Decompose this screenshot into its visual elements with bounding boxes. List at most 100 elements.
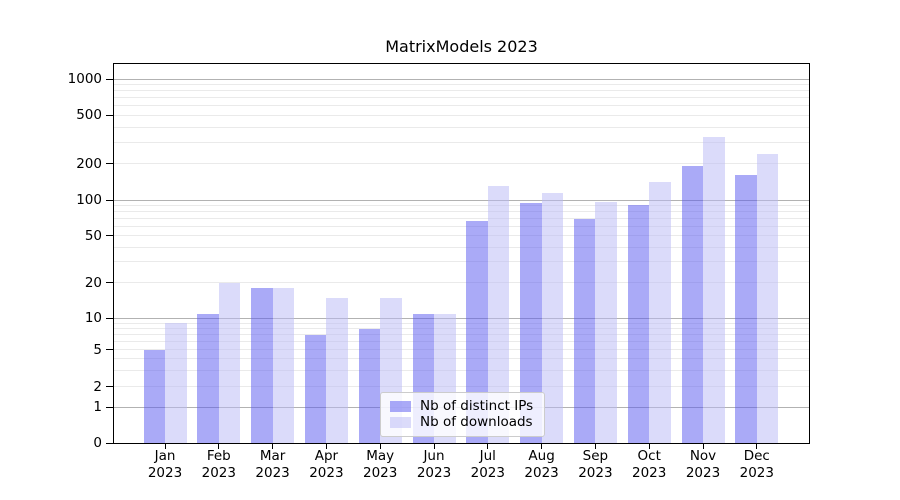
x-tick-year: 2023 <box>147 464 183 481</box>
legend: Nb of distinct IPs Nb of downloads <box>380 392 545 437</box>
x-tick-mark <box>272 444 274 449</box>
bar-nb-of-distinct-ips-nov <box>681 165 703 443</box>
x-tick-mark <box>756 444 758 449</box>
x-tick-year: 2023 <box>416 464 452 481</box>
y-tick-mark <box>106 282 113 284</box>
x-tick-month: Feb <box>206 448 231 464</box>
gridline-minor <box>114 334 809 336</box>
chart-title: MatrixModels 2023 <box>385 37 538 56</box>
gridline-minor <box>114 341 809 343</box>
x-tick-month: Jan <box>154 448 176 464</box>
gridline-major <box>114 78 809 80</box>
gridline-minor <box>114 235 809 237</box>
y-tick-mark <box>106 406 113 408</box>
x-tick-year: 2023 <box>201 464 236 481</box>
bar-nb-of-distinct-ips-dec <box>735 175 757 443</box>
bar-nb-of-distinct-ips-aug <box>520 203 542 443</box>
y-tick-label: 50 <box>84 227 102 244</box>
bar-nb-of-distinct-ips-apr <box>304 334 327 443</box>
y-tick-mark <box>106 114 113 116</box>
x-tick-month: Jul <box>479 448 496 464</box>
bar-nb-of-downloads-dec <box>756 154 779 443</box>
bar-nb-of-downloads-feb <box>218 282 241 443</box>
y-tick-label: 5 <box>93 341 102 358</box>
x-tick-mark <box>379 444 381 449</box>
gridline-minor <box>114 141 809 143</box>
gridline-minor <box>114 386 809 388</box>
x-tick-mark <box>218 444 220 449</box>
bar-nb-of-downloads-nov <box>703 137 725 443</box>
gridline-minor <box>114 126 809 128</box>
legend-label: Nb of downloads <box>420 414 533 430</box>
x-tick-label: Oct 2023 <box>617 448 681 481</box>
x-tick-mark <box>648 444 650 449</box>
gridline-minor <box>114 97 809 99</box>
gridline-minor <box>114 282 809 284</box>
gridline-minor <box>114 369 809 371</box>
x-tick-label: Nov 2023 <box>671 448 735 481</box>
x-tick-month: Mar <box>259 448 286 464</box>
y-tick-mark <box>106 235 113 237</box>
x-tick-year: 2023 <box>739 464 774 481</box>
x-tick-month: Apr <box>314 448 339 464</box>
gridline-minor <box>114 328 809 330</box>
x-tick-label: Sep 2023 <box>563 448 627 481</box>
x-tick-month: Sep <box>582 448 609 464</box>
bar-nb-of-downloads-aug <box>541 192 564 443</box>
bar-nb-of-distinct-ips-jan <box>143 350 165 443</box>
bar-nb-of-distinct-ips-may <box>358 328 381 443</box>
x-tick-label: Mar 2023 <box>241 448 305 481</box>
x-tick-year: 2023 <box>309 464 344 481</box>
x-tick-mark <box>164 444 166 449</box>
plot-area <box>113 63 810 444</box>
gridline-minor <box>114 217 809 219</box>
legend-label: Nb of distinct IPs <box>420 398 534 414</box>
gridline-major <box>114 199 809 201</box>
y-tick-label: 0 <box>93 435 102 451</box>
y-tick-label: 100 <box>76 192 102 209</box>
legend-item: Nb of downloads <box>390 415 535 430</box>
gridline-minor <box>114 114 809 116</box>
bar-nb-of-distinct-ips-sep <box>573 219 596 443</box>
gridline-minor <box>114 322 809 324</box>
bar-nb-of-downloads-sep <box>595 201 617 443</box>
bar-nb-of-downloads-mar <box>272 288 295 443</box>
bar-nb-of-downloads-apr <box>326 297 348 443</box>
gridline-minor <box>114 204 809 206</box>
gridline-minor <box>114 211 809 212</box>
y-tick-mark <box>106 317 113 319</box>
x-tick-label: Jul 2023 <box>456 448 520 481</box>
x-tick-mark <box>702 444 704 449</box>
y-tick-label: 1000 <box>67 71 102 87</box>
x-tick-mark <box>594 444 596 449</box>
x-tick-mark <box>325 444 327 449</box>
x-tick-label: Apr 2023 <box>294 448 358 481</box>
y-tick-label: 1 <box>93 399 102 416</box>
gridline-minor <box>114 261 809 263</box>
x-tick-year: 2023 <box>685 464 721 481</box>
y-tick-label: 20 <box>84 274 102 291</box>
y-tick-label: 200 <box>76 155 102 172</box>
x-tick-month: Nov <box>689 448 717 464</box>
bar-nb-of-distinct-ips-jul <box>466 220 488 443</box>
x-tick-mark <box>541 444 543 449</box>
x-tick-year: 2023 <box>632 464 667 481</box>
x-tick-month: Aug <box>528 448 555 464</box>
x-tick-mark <box>433 444 435 449</box>
x-tick-label: May 2023 <box>348 448 412 481</box>
x-tick-label: Dec 2023 <box>725 448 789 481</box>
gridline-minor <box>114 358 809 360</box>
x-tick-mark <box>487 444 489 449</box>
bar-nb-of-downloads-jul <box>487 185 510 443</box>
x-tick-month: Dec <box>743 448 770 464</box>
y-tick-mark <box>106 442 113 444</box>
y-tick-mark <box>106 386 113 388</box>
y-tick-mark <box>106 78 113 80</box>
bar-nb-of-distinct-ips-feb <box>197 313 219 443</box>
x-tick-year: 2023 <box>363 464 398 481</box>
x-tick-month: Oct <box>637 448 661 464</box>
y-tick-mark <box>106 199 113 201</box>
x-tick-label: Jan 2023 <box>133 448 197 481</box>
x-tick-year: 2023 <box>470 464 505 481</box>
